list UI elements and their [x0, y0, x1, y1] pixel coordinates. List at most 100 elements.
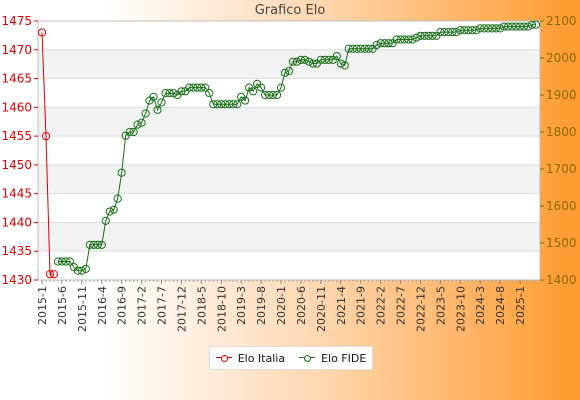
data-point-elo-fide: [344, 44, 353, 53]
y-right-tick-label: 1600: [546, 199, 577, 213]
y-right-tick-label: 1900: [546, 88, 577, 102]
data-point-elo-fide: [507, 22, 517, 31]
data-point-elo-fide: [412, 33, 421, 42]
y-right-tick-label: 1700: [546, 162, 577, 176]
y-left-tick-label: 1435: [1, 244, 32, 258]
data-point-elo-fide: [257, 83, 266, 92]
x-tick-label: 2018-5: [195, 286, 208, 325]
data-point-elo-fide: [229, 100, 238, 109]
data-point-elo-fide: [392, 35, 401, 44]
x-tick-label: 2024-3: [474, 286, 487, 325]
data-point-elo-fide: [380, 39, 389, 48]
data-point-elo-fide: [428, 31, 437, 40]
data-point-elo-fide: [492, 24, 501, 33]
y-left-tick-label: 1455: [1, 129, 32, 143]
x-tick-label: 2023-10: [454, 286, 467, 332]
data-point-elo-fide: [57, 257, 67, 266]
x-tick-label: 2022-7: [395, 286, 408, 325]
data-point-elo-fide: [511, 22, 521, 31]
data-point-elo-fide: [488, 24, 497, 33]
data-point-elo-fide: [217, 100, 226, 109]
y-left-tick-label: 1440: [1, 215, 32, 229]
data-point-elo-fide: [480, 24, 489, 33]
data-point-elo-fide: [65, 257, 74, 266]
data-point-elo-fide: [515, 22, 525, 31]
data-point-elo-fide: [201, 83, 210, 92]
plot-band: [38, 78, 540, 108]
data-point-elo-fide: [348, 44, 357, 53]
y-right-tick-label: 1800: [546, 125, 577, 139]
x-tick-label: 2018-10: [215, 286, 228, 332]
data-point-elo-fide: [233, 100, 242, 109]
legend-label-elo-italia: Elo Italia: [237, 351, 286, 365]
data-point-elo-fide: [264, 90, 274, 100]
x-tick-label: 2015-1: [36, 286, 49, 325]
data-point-elo-fide: [527, 20, 537, 29]
x-tick-label: 2024-8: [494, 286, 507, 325]
data-point-elo-fide: [464, 26, 473, 35]
data-point-elo-fide: [531, 20, 541, 29]
data-point-elo-fide: [129, 127, 138, 137]
x-tick-label: 2020-1: [275, 286, 288, 325]
data-point-elo-fide: [519, 22, 529, 31]
data-point-elo-fide: [316, 55, 325, 64]
data-point-elo-fide: [165, 89, 174, 98]
x-tick-label: 2017-7: [156, 286, 169, 325]
series-line-elo-italia: [41, 32, 54, 275]
data-point-elo-fide: [73, 266, 82, 275]
y-left-tick-label: 1465: [1, 72, 32, 86]
plot-band: [38, 107, 540, 137]
data-point-elo-fide: [300, 55, 310, 64]
data-point-elo-fide: [161, 89, 170, 98]
data-point-elo-fide: [472, 26, 481, 35]
x-tick-label: 2019-3: [235, 286, 248, 325]
data-point-elo-fide: [484, 24, 493, 33]
data-point-elo-fide: [249, 87, 258, 96]
data-point-elo-fide: [53, 257, 63, 266]
plot-band: [38, 251, 540, 280]
data-point-elo-fide: [288, 57, 298, 66]
legend-item-elo-italia: Elo Italia: [215, 351, 286, 365]
data-point-elo-fide: [117, 168, 126, 177]
data-point-elo-fide: [89, 240, 98, 249]
legend-marker-elo-fide: [299, 354, 316, 362]
data-point-elo-fide: [61, 257, 71, 266]
data-point-elo-fide: [340, 61, 349, 70]
data-point-elo-fide: [448, 27, 457, 37]
x-tick-label: 2019-8: [255, 286, 268, 325]
data-point-elo-fide: [153, 105, 162, 114]
plot-band: [38, 193, 540, 223]
data-point-elo-fide: [185, 83, 194, 92]
plot-band: [38, 222, 540, 252]
data-point-elo-fide: [500, 22, 509, 31]
data-point-elo-fide: [77, 266, 86, 275]
data-point-elo-fide: [376, 39, 385, 48]
data-point-elo-fide: [356, 44, 365, 53]
data-point-elo-fide: [452, 27, 461, 37]
x-tick-label: 2015-6: [56, 286, 69, 325]
x-tick-label: 2016-4: [96, 286, 109, 325]
x-tick-label: 2020-11: [315, 286, 328, 332]
data-point-elo-fide: [352, 44, 361, 53]
data-point-elo-fide: [476, 24, 485, 33]
data-point-elo-fide: [364, 44, 373, 53]
data-point-elo-fide: [523, 22, 533, 31]
x-tick-label: 2025-1: [514, 286, 527, 325]
legend: Elo Italia Elo FIDE: [209, 346, 373, 370]
data-point-elo-fide: [400, 35, 409, 44]
data-point-elo-fide: [396, 35, 405, 44]
data-point-elo-fide: [468, 26, 477, 35]
data-point-elo-fide: [404, 35, 413, 44]
data-point-elo-fide: [424, 31, 433, 40]
x-tick-label: 2023-5: [434, 286, 447, 325]
data-point-elo-fide: [384, 39, 393, 48]
x-tick-label: 2021-9: [355, 286, 368, 325]
data-point-elo-fide: [101, 216, 110, 225]
data-point-elo-fide: [440, 27, 449, 37]
x-tick-label: 2016-9: [116, 286, 129, 325]
data-point-elo-fide: [444, 27, 453, 37]
y-right-tick-label: 2000: [546, 51, 577, 65]
data-point-elo-fide: [268, 90, 278, 100]
data-point-elo-fide: [189, 83, 198, 92]
data-point-elo-fide: [169, 89, 178, 98]
